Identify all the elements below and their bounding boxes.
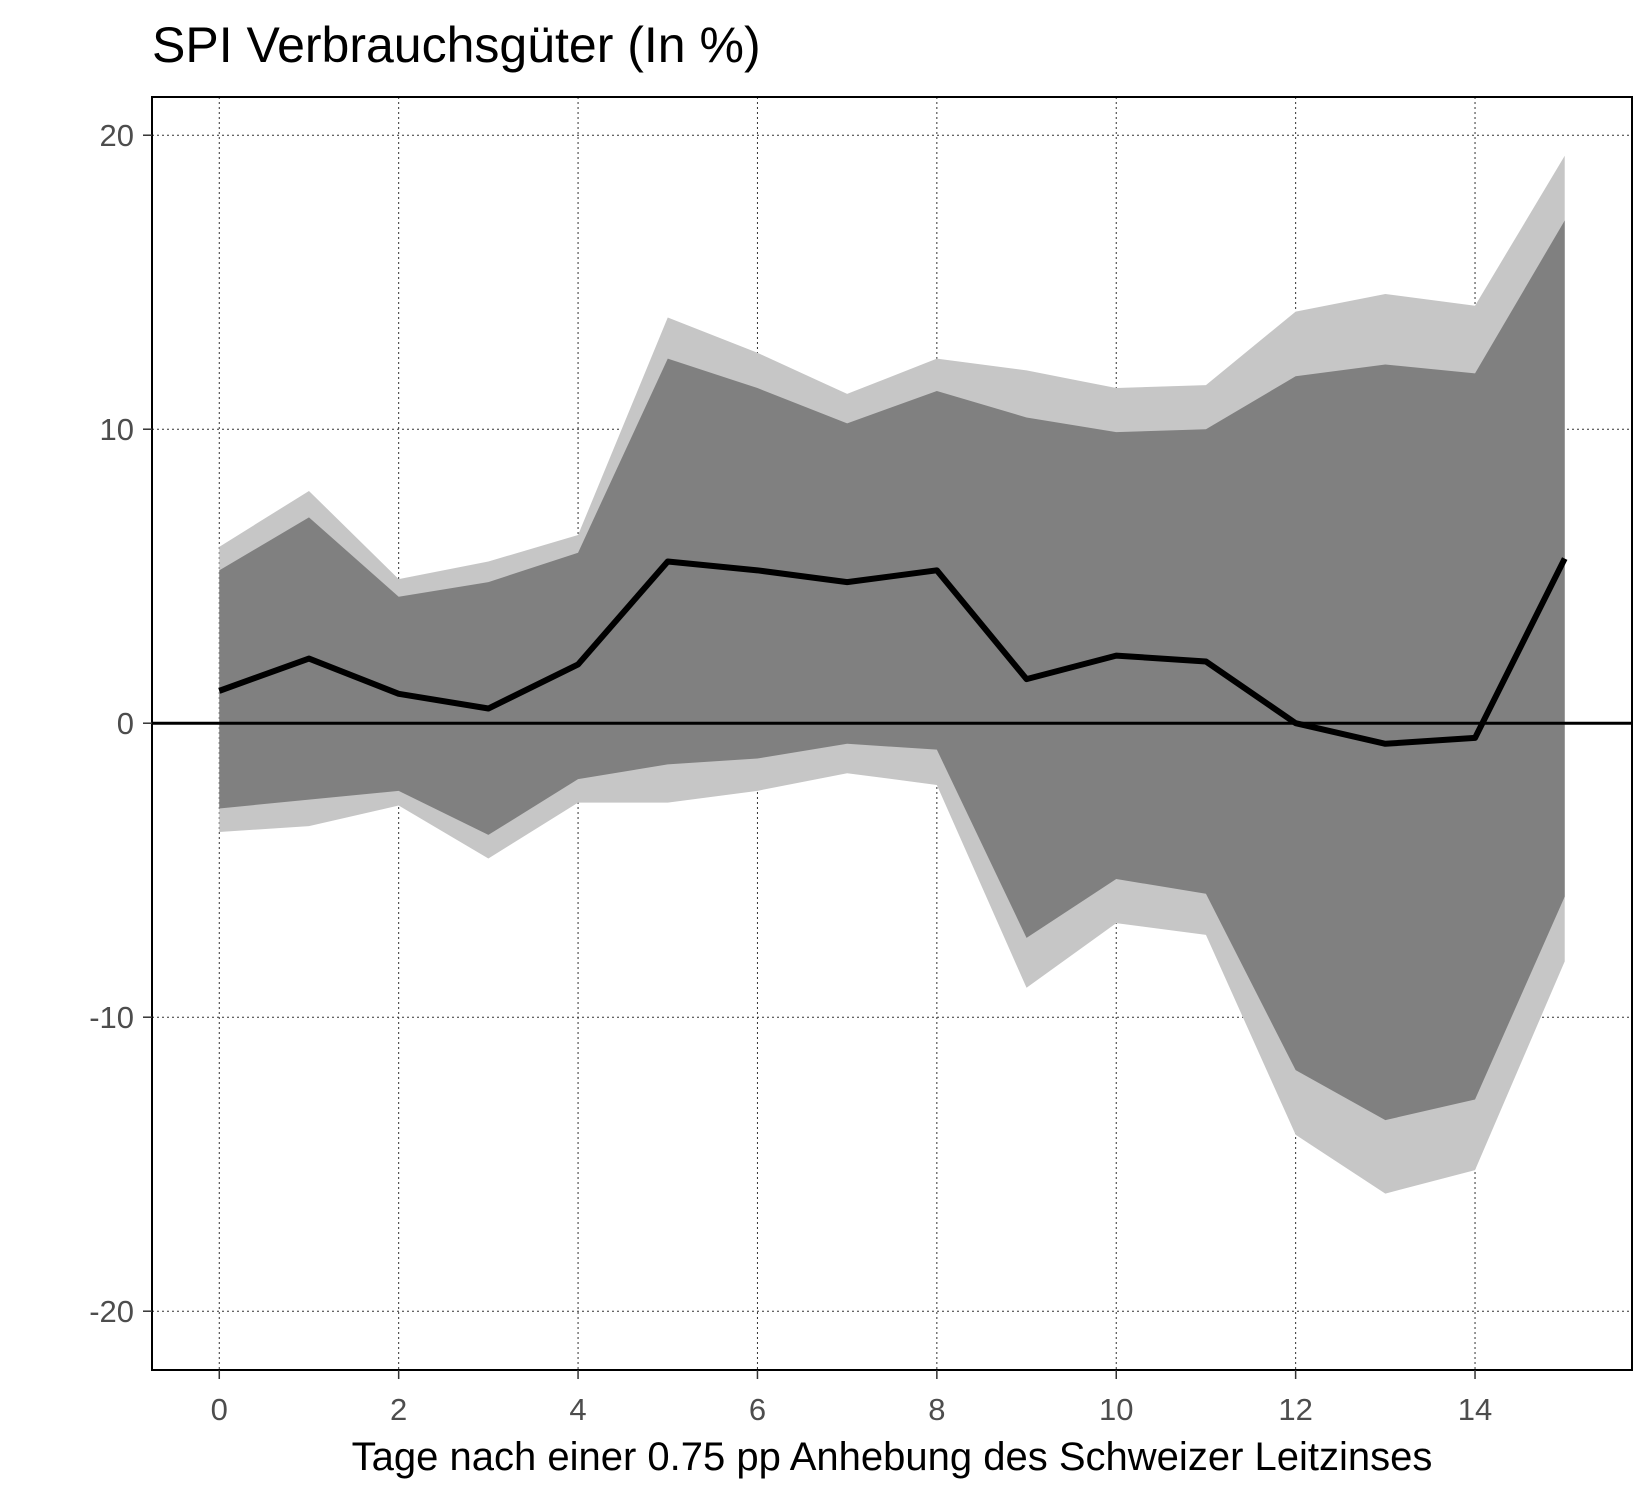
x-axis-label: Tage nach einer 0.75 pp Anhebung des Sch… [352,1435,1433,1479]
y-tick-label: -20 [89,1294,134,1329]
x-tick-label: 10 [1099,1392,1133,1427]
x-tick-label: 6 [749,1392,766,1427]
chart-title: SPI Verbrauchsgüter (In %) [152,17,761,73]
band-layer [219,155,1565,1194]
x-tick-label: 12 [1278,1392,1312,1427]
x-tick-label: 4 [569,1392,586,1427]
x-tick-label: 0 [211,1392,228,1427]
inner-band [219,220,1565,1121]
y-tick-label: 20 [100,118,134,153]
x-tick-label: 2 [390,1392,407,1427]
y-tick-label: 10 [100,412,134,447]
x-axis: 0 2 4 6 8 10 12 14 [211,1370,1492,1427]
x-tick-label: 8 [928,1392,945,1427]
y-axis: -20 -10 0 10 20 [89,118,152,1329]
y-tick-label: 0 [117,706,134,741]
x-tick-label: 14 [1458,1392,1492,1427]
point-estimate-line [218,557,1568,747]
plot-frame [151,96,1633,1371]
series-layer [218,557,1568,747]
y-tick-label: -10 [89,1000,134,1035]
